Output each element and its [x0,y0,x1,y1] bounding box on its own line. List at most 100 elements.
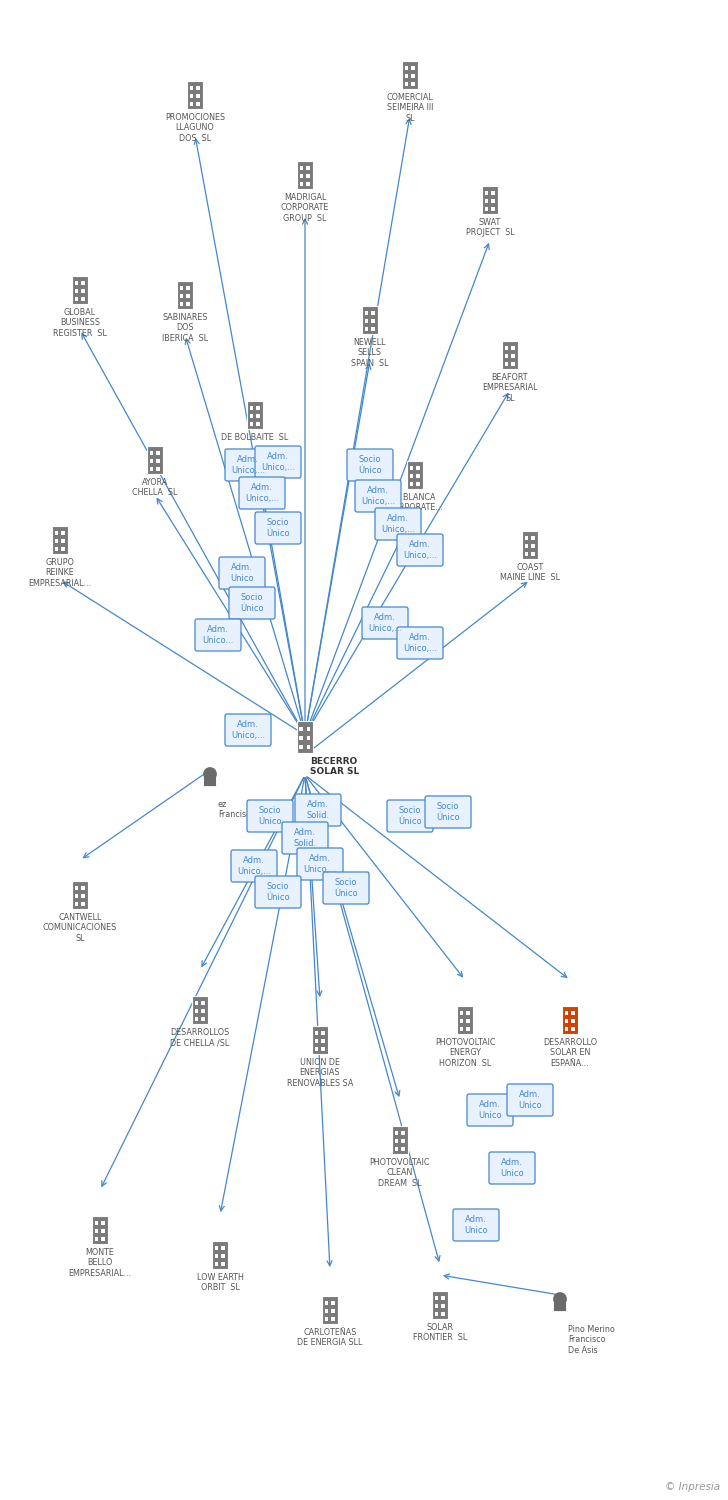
FancyBboxPatch shape [416,466,420,470]
FancyBboxPatch shape [502,340,518,369]
FancyBboxPatch shape [410,482,414,486]
FancyBboxPatch shape [531,544,535,548]
FancyBboxPatch shape [362,608,408,639]
FancyBboxPatch shape [61,548,65,550]
FancyBboxPatch shape [75,297,79,302]
Text: Socio
Único: Socio Único [266,519,290,537]
FancyBboxPatch shape [401,1148,405,1150]
Text: ez
Francisco...: ez Francisco... [218,800,263,819]
FancyBboxPatch shape [505,362,508,366]
Text: Socio
Único: Socio Único [398,807,422,825]
FancyBboxPatch shape [467,1019,470,1023]
FancyBboxPatch shape [491,207,495,212]
FancyBboxPatch shape [306,174,310,178]
FancyBboxPatch shape [489,1152,535,1184]
FancyBboxPatch shape [299,736,303,740]
FancyBboxPatch shape [435,1296,438,1300]
FancyBboxPatch shape [192,996,207,1024]
FancyBboxPatch shape [186,302,190,306]
FancyBboxPatch shape [401,1138,405,1143]
FancyBboxPatch shape [531,536,535,540]
FancyBboxPatch shape [397,534,443,566]
FancyBboxPatch shape [215,1246,218,1250]
FancyBboxPatch shape [416,474,420,478]
FancyBboxPatch shape [325,1317,328,1322]
FancyBboxPatch shape [178,280,193,309]
FancyBboxPatch shape [72,276,87,304]
FancyBboxPatch shape [405,82,408,86]
FancyBboxPatch shape [186,294,190,298]
FancyBboxPatch shape [82,886,84,890]
FancyBboxPatch shape [365,320,368,322]
FancyBboxPatch shape [150,459,154,464]
FancyBboxPatch shape [525,536,529,540]
FancyBboxPatch shape [525,544,529,548]
FancyBboxPatch shape [55,548,58,550]
FancyBboxPatch shape [565,1019,569,1023]
Text: Adm.
Unico,...: Adm. Unico,... [231,456,265,474]
FancyBboxPatch shape [325,1310,328,1312]
Text: Adm.
Solid.: Adm. Solid. [293,828,317,848]
FancyBboxPatch shape [363,306,378,334]
Text: LOW EARTH
ORBIT  SL: LOW EARTH ORBIT SL [197,1274,243,1293]
FancyBboxPatch shape [195,620,241,651]
FancyBboxPatch shape [256,406,260,410]
Text: DE BOLBAITE  SL: DE BOLBAITE SL [221,433,288,442]
FancyBboxPatch shape [522,531,538,560]
FancyBboxPatch shape [92,1215,108,1245]
FancyBboxPatch shape [180,302,183,306]
Text: Adm.
Unico,...: Adm. Unico,... [231,720,265,740]
Text: PHOTOVOLTAIC
CLEAN
DREAM  SL: PHOTOVOLTAIC CLEAN DREAM SL [370,1158,430,1188]
FancyBboxPatch shape [395,1138,398,1143]
FancyBboxPatch shape [250,422,253,426]
FancyBboxPatch shape [250,414,253,419]
Text: Socio
Único: Socio Único [258,807,282,825]
FancyBboxPatch shape [190,94,194,98]
FancyBboxPatch shape [61,531,65,536]
FancyBboxPatch shape [52,525,68,555]
FancyBboxPatch shape [467,1011,470,1016]
FancyBboxPatch shape [460,1011,463,1016]
FancyBboxPatch shape [101,1221,105,1226]
Text: Socio
Único: Socio Único [436,802,460,822]
Circle shape [554,1293,566,1305]
FancyBboxPatch shape [300,174,304,178]
Text: Adm.
Unico,...: Adm. Unico,... [261,453,295,471]
FancyBboxPatch shape [554,1300,566,1311]
FancyBboxPatch shape [306,728,310,732]
FancyBboxPatch shape [101,1228,105,1233]
Text: NEWELL
SELLS
SPAIN  SL: NEWELL SELLS SPAIN SL [351,338,389,368]
FancyBboxPatch shape [202,1010,205,1013]
FancyBboxPatch shape [365,327,368,332]
Text: Adm.
Unico,...: Adm. Unico,... [403,633,437,652]
FancyBboxPatch shape [197,94,199,98]
Text: Adm.
Unico: Adm. Unico [478,1101,502,1119]
FancyBboxPatch shape [392,1125,408,1155]
FancyBboxPatch shape [180,286,183,290]
FancyBboxPatch shape [221,1246,225,1250]
FancyBboxPatch shape [467,1094,513,1126]
Text: SWAT
PROJECT  SL: SWAT PROJECT SL [466,217,515,237]
FancyBboxPatch shape [321,1030,325,1035]
FancyBboxPatch shape [525,552,529,556]
Text: BEAFORT
EMPRESARIAL
SL: BEAFORT EMPRESARIAL SL [482,374,538,404]
FancyBboxPatch shape [299,728,303,732]
FancyBboxPatch shape [505,346,508,350]
FancyBboxPatch shape [195,1017,198,1022]
FancyBboxPatch shape [410,466,414,470]
FancyBboxPatch shape [467,1028,470,1030]
FancyBboxPatch shape [371,310,375,315]
FancyBboxPatch shape [491,200,495,202]
Text: CARLOTEÑAS
DE ENERGIA SLL: CARLOTEÑAS DE ENERGIA SLL [297,1328,363,1347]
FancyBboxPatch shape [75,886,79,890]
FancyBboxPatch shape [355,480,401,512]
FancyBboxPatch shape [239,477,285,508]
Text: BECERRO
SOLAR SL: BECERRO SOLAR SL [310,758,359,777]
FancyBboxPatch shape [204,776,216,786]
FancyBboxPatch shape [395,1131,398,1136]
Text: COMERCIAL
SEIMEIRA III
SL: COMERCIAL SEIMEIRA III SL [387,93,433,123]
FancyBboxPatch shape [197,86,199,90]
FancyBboxPatch shape [483,186,498,214]
Text: AYORA
CHELLA  SL: AYORA CHELLA SL [132,478,178,498]
Text: Adm.
Unico: Adm. Unico [464,1215,488,1234]
